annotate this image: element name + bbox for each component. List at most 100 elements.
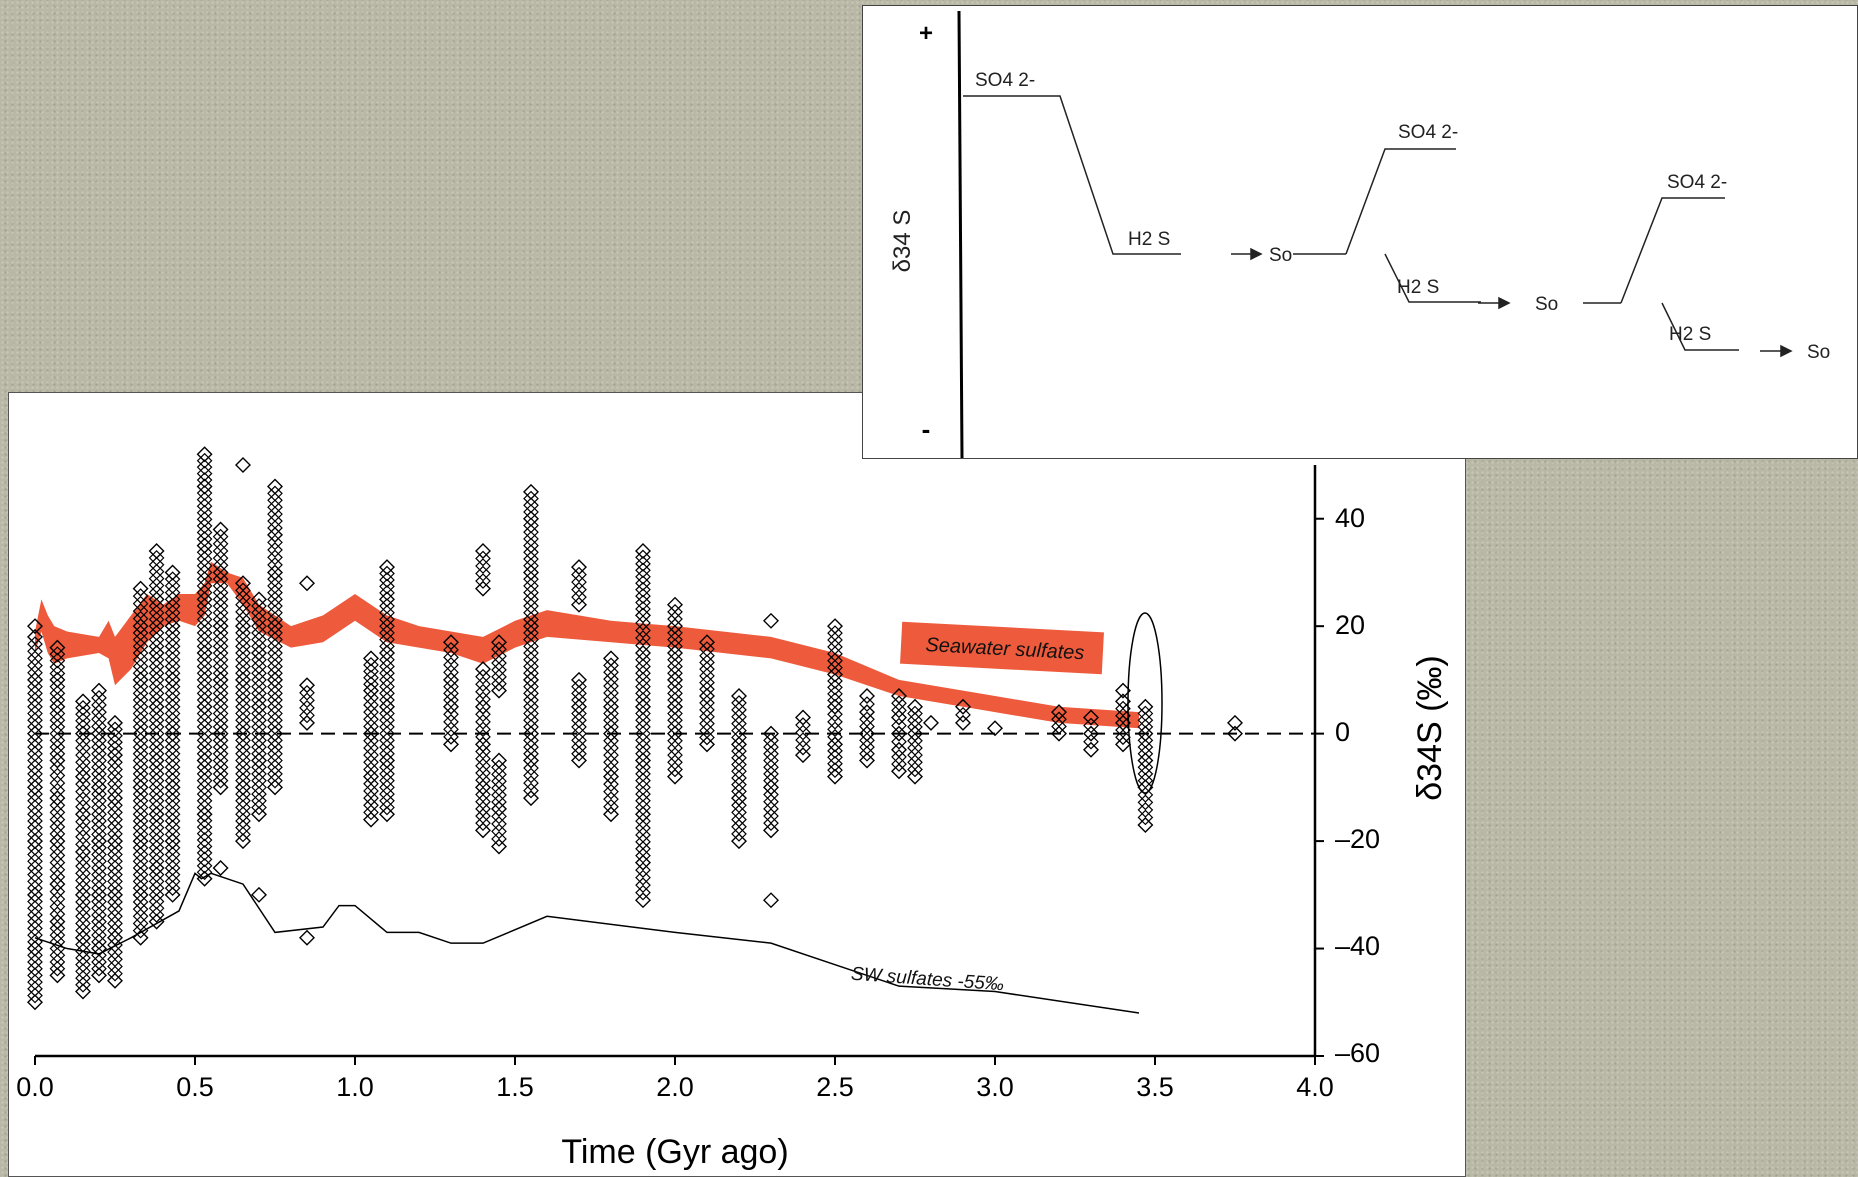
data-cluster xyxy=(75,693,91,1000)
data-point xyxy=(212,759,229,776)
data-point xyxy=(635,622,651,639)
data-point xyxy=(267,678,283,695)
data-point xyxy=(523,685,539,702)
so4-label-2: SO4 2- xyxy=(1398,122,1458,143)
data-point xyxy=(91,900,107,917)
data-point xyxy=(603,685,619,701)
data-point xyxy=(635,651,651,668)
data-point xyxy=(27,786,43,802)
data-point xyxy=(27,685,43,702)
data-point xyxy=(267,591,283,608)
data-point xyxy=(91,853,107,870)
data-point xyxy=(164,759,181,776)
data-point xyxy=(635,630,651,646)
data-point xyxy=(107,901,123,917)
y-tick-label: –40 xyxy=(1335,931,1380,961)
data-point xyxy=(196,551,213,567)
data-point xyxy=(379,799,395,816)
data-point xyxy=(267,625,283,641)
data-point xyxy=(267,732,283,749)
data-point xyxy=(196,478,213,495)
data-point xyxy=(251,759,267,776)
data-point xyxy=(27,766,43,782)
data-point xyxy=(363,797,379,814)
data-point xyxy=(635,834,651,850)
data-cluster xyxy=(132,580,149,946)
data-point xyxy=(859,696,875,712)
data-point xyxy=(107,951,123,968)
data-point xyxy=(49,745,66,762)
data-point xyxy=(148,604,165,621)
data-point xyxy=(91,806,107,823)
data-point xyxy=(667,685,683,702)
data-point xyxy=(731,708,747,725)
data-point xyxy=(379,786,395,802)
data-point xyxy=(107,761,123,778)
data-point xyxy=(49,920,66,937)
data-point xyxy=(212,692,229,708)
data-point xyxy=(251,719,267,735)
data-point xyxy=(475,765,491,781)
data-point xyxy=(27,860,43,876)
data-point xyxy=(827,666,843,683)
data-point xyxy=(667,611,683,627)
data-point xyxy=(523,524,539,541)
data-point xyxy=(196,498,213,515)
data-point xyxy=(571,559,587,576)
data-point xyxy=(523,598,539,614)
data-point xyxy=(523,782,539,799)
data-point xyxy=(75,976,91,993)
data-point xyxy=(475,758,491,774)
data-point xyxy=(571,725,587,742)
data-point xyxy=(523,571,539,588)
data-point xyxy=(635,705,651,722)
data-point xyxy=(132,651,149,668)
data-point xyxy=(132,745,149,762)
data-point xyxy=(91,819,107,836)
data-point xyxy=(299,707,315,724)
data-point xyxy=(49,752,66,769)
data-point xyxy=(49,967,66,984)
data-point xyxy=(91,813,107,829)
data-cluster xyxy=(148,542,165,930)
data-point xyxy=(667,740,683,756)
data-point xyxy=(251,766,267,782)
data-point xyxy=(251,792,267,809)
data-point xyxy=(667,631,683,648)
data-point xyxy=(635,779,651,796)
data-point xyxy=(235,604,251,620)
data-point xyxy=(523,775,539,791)
data-point xyxy=(731,763,747,780)
data-point xyxy=(299,699,315,716)
data-point xyxy=(91,907,107,923)
data-point xyxy=(91,947,107,964)
data-point xyxy=(667,658,683,675)
data-point xyxy=(523,739,539,755)
data-point xyxy=(763,766,779,782)
data-point xyxy=(132,766,149,782)
data-point xyxy=(379,772,395,789)
data-point xyxy=(164,806,181,823)
data-point xyxy=(75,836,91,853)
data-point xyxy=(267,571,283,588)
arrow-icon xyxy=(1498,296,1511,310)
seawater-sulfates-band xyxy=(35,561,1139,729)
data-point xyxy=(75,828,91,845)
data-point xyxy=(667,719,683,735)
x-tick-label: 3.0 xyxy=(976,1072,1014,1102)
data-point xyxy=(731,749,747,766)
x-tick-labels: 0.0 0.5 1.0 1.5 2.0 2.5 3.0 3.5 4.0 xyxy=(16,1072,1334,1102)
data-point xyxy=(667,768,683,785)
data-point xyxy=(1115,729,1131,746)
data-point xyxy=(212,766,229,782)
data-point xyxy=(75,943,91,960)
data-point xyxy=(699,701,715,718)
data-point xyxy=(491,808,507,825)
data-point xyxy=(635,672,651,688)
data-point xyxy=(251,692,267,708)
data-point xyxy=(363,711,379,728)
data-point xyxy=(1137,816,1154,833)
data-point xyxy=(148,692,165,708)
data-point xyxy=(251,779,267,796)
data-cluster xyxy=(891,688,907,780)
